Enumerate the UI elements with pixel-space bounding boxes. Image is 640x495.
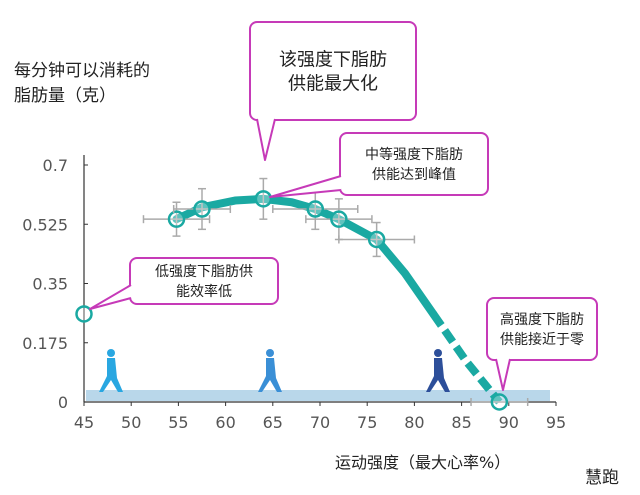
- x-tick-label: 85: [451, 413, 471, 432]
- y-tick-label: 0.175: [22, 334, 68, 353]
- runner-icon: [426, 358, 450, 392]
- x-tick-label: 75: [357, 413, 377, 432]
- y-tick-label: 0.35: [32, 275, 68, 294]
- fat-oxidation-curve-extrapolated: [429, 311, 503, 405]
- x-axis-label: 运动强度（最大心率%）: [335, 453, 510, 472]
- x-tick-label: 95: [546, 413, 566, 432]
- callout-pointer: [256, 118, 276, 161]
- y-tick-label: 0.525: [22, 215, 68, 234]
- callout-pointer: [495, 358, 511, 391]
- walker-icon: [99, 358, 123, 392]
- callout-text: 供能接近于零: [500, 331, 584, 348]
- data-point: [75, 305, 93, 323]
- intensity-band: [86, 390, 550, 401]
- y-tick-label: 0.7: [43, 156, 68, 175]
- callout-box: [486, 297, 598, 361]
- callout-box: [249, 21, 417, 121]
- x-tick-label: 65: [263, 413, 283, 432]
- fat-oxidation-curve: [172, 194, 438, 318]
- y-tick-label: 0: [58, 393, 68, 412]
- data-point: [367, 230, 386, 249]
- x-tick-label: 55: [168, 413, 188, 432]
- data-point: [490, 393, 509, 411]
- y-axis-label: 脂肪量（克）: [14, 86, 116, 106]
- callout-text: 低强度下脂肪供: [155, 264, 253, 280]
- jogger-icon: [266, 349, 274, 357]
- x-tick-label: 50: [121, 413, 141, 432]
- callout-text: 供能最大化: [288, 73, 378, 94]
- x-tick-label: 45: [74, 413, 94, 432]
- data-point: [193, 200, 211, 218]
- data-point: [306, 200, 325, 218]
- callout-text: 高强度下脂肪: [500, 311, 584, 328]
- x-tick-label: 80: [404, 413, 424, 432]
- callout-box: [339, 132, 489, 196]
- x-tick-label: 90: [499, 413, 519, 432]
- walker-icon: [107, 349, 115, 357]
- callout-box: [129, 257, 279, 305]
- callout-text: 中等强度下脂肪: [365, 146, 463, 163]
- callout-text: 能效率低: [176, 283, 232, 300]
- x-tick-label: 70: [310, 413, 330, 432]
- callout-text: 该强度下脂肪: [279, 49, 387, 70]
- runner-icon: [434, 349, 442, 357]
- data-point: [254, 190, 273, 208]
- data-point: [167, 210, 186, 228]
- jogger-icon: [258, 358, 282, 392]
- callout-pointer: [89, 284, 132, 310]
- x-tick-label: 60: [215, 413, 235, 432]
- callout-text: 供能达到峰值: [372, 167, 456, 183]
- callout-pointer: [269, 175, 342, 198]
- data-point: [330, 210, 348, 228]
- watermark: 慧跑: [585, 468, 619, 488]
- y-axis-label: 每分钟可以消耗的: [14, 61, 150, 81]
